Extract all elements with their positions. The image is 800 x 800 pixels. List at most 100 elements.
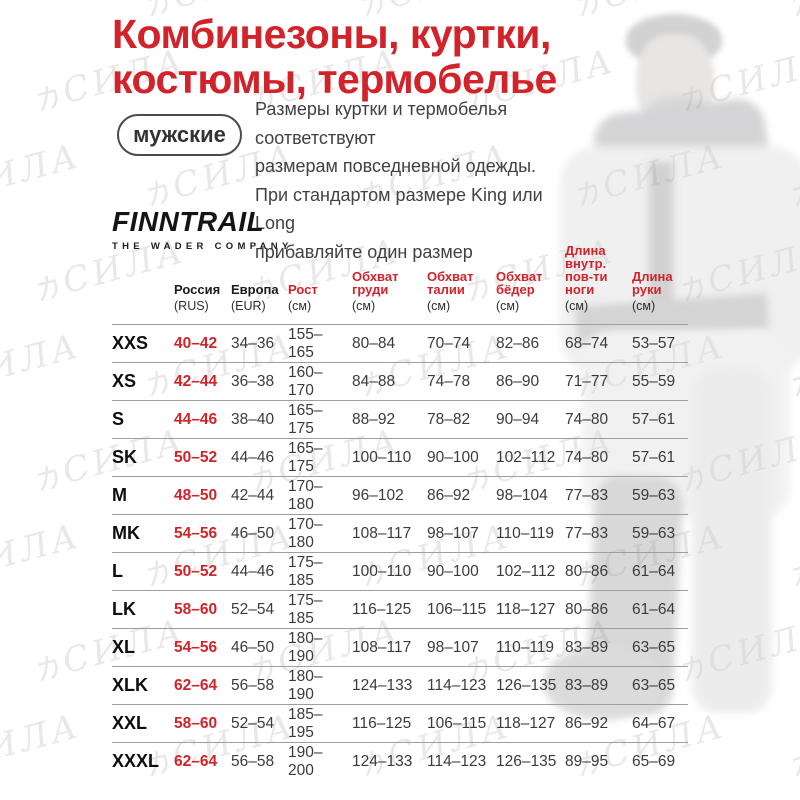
brand-name: FINNTRAIL bbox=[112, 206, 265, 237]
cell-rus: 44–46 bbox=[174, 410, 218, 428]
cell-inseam: 74–80 bbox=[565, 448, 609, 466]
cell-rus: 48–50 bbox=[174, 486, 218, 504]
table-row: L 50–52 44–46 175–185 100–110 90–100 102–112 80… bbox=[112, 552, 688, 590]
cell-size: XS bbox=[112, 371, 137, 391]
cell-size: XXS bbox=[112, 333, 149, 353]
cell-size: SK bbox=[112, 447, 138, 467]
cell-chest: 84–88 bbox=[352, 372, 396, 390]
cell-arm: 61–64 bbox=[632, 562, 676, 580]
cell-chest: 96–102 bbox=[352, 486, 404, 504]
cell-size: XXL bbox=[112, 713, 148, 733]
cell-hips: 82–86 bbox=[496, 334, 540, 352]
cell-waist: 70–74 bbox=[427, 334, 471, 352]
cell-chest: 100–110 bbox=[352, 562, 412, 580]
cell-chest: 108–117 bbox=[352, 524, 412, 542]
cell-rus: 42–44 bbox=[174, 372, 218, 390]
cell-chest: 100–110 bbox=[352, 448, 412, 466]
table-row: XXS 40–42 34–36 155–165 80–84 70–74 82–86 68–74… bbox=[112, 324, 688, 362]
cell-inseam: 80–86 bbox=[565, 600, 609, 618]
cell-arm: 57–61 bbox=[632, 410, 676, 428]
cell-size: MK bbox=[112, 523, 140, 543]
table-row: XS 42–44 36–38 160–170 84–88 74–78 86–90 71–77 5… bbox=[112, 362, 688, 400]
cell-rus: 58–60 bbox=[174, 600, 218, 618]
cell-waist: 98–107 bbox=[427, 638, 479, 656]
cell-size: M bbox=[112, 485, 127, 505]
table-row: XL 54–56 46–50 180–190 108–117 98–107 110–119 8… bbox=[112, 628, 688, 666]
cell-inseam: 83–89 bbox=[565, 676, 609, 694]
cell-rus: 58–60 bbox=[174, 714, 218, 732]
cell-eur: 38–40 bbox=[231, 410, 275, 428]
cell-arm: 63–65 bbox=[632, 638, 676, 656]
cell-height: 190–200 bbox=[288, 743, 323, 779]
cell-rus: 50–52 bbox=[174, 562, 218, 580]
cell-arm: 59–63 bbox=[632, 486, 676, 504]
cell-height: 180–190 bbox=[288, 667, 323, 703]
cell-eur: 34–36 bbox=[231, 334, 275, 352]
cell-chest: 116–125 bbox=[352, 600, 412, 618]
cell-hips: 118–127 bbox=[496, 714, 556, 732]
table-row: XXL 58–60 52–54 185–195 116–125 106–115 118–12… bbox=[112, 704, 688, 742]
cell-rus: 62–64 bbox=[174, 676, 218, 694]
cell-arm: 55–59 bbox=[632, 372, 676, 390]
size-table-header: Россия (RUS) Европа (EUR) Рост (см) Обхват гру… bbox=[112, 243, 688, 324]
table-row: SK 50–52 44–46 165–175 100–110 90–100 102–112 7… bbox=[112, 438, 688, 476]
cell-waist: 90–100 bbox=[427, 448, 479, 466]
cell-arm: 61–64 bbox=[632, 600, 676, 618]
cell-eur: 46–50 bbox=[231, 638, 275, 656]
cell-waist: 74–78 bbox=[427, 372, 471, 390]
size-table-body: XXS 40–42 34–36 155–165 80–84 70–74 82–86 68–74… bbox=[112, 324, 688, 780]
cell-waist: 98–107 bbox=[427, 524, 479, 542]
cell-waist: 78–82 bbox=[427, 410, 471, 428]
cell-height: 165–175 bbox=[288, 401, 323, 437]
cell-chest: 124–133 bbox=[352, 676, 413, 694]
column-header-size bbox=[112, 309, 174, 313]
cell-eur: 52–54 bbox=[231, 600, 275, 618]
size-note: Размеры куртки и термобелья соответствую… bbox=[255, 99, 543, 262]
cell-height: 155–165 bbox=[288, 325, 323, 361]
cell-waist: 106–115 bbox=[427, 600, 487, 618]
cell-height: 175–185 bbox=[288, 553, 323, 589]
cell-chest: 124–133 bbox=[352, 752, 413, 770]
cell-height: 180–190 bbox=[288, 629, 323, 665]
cell-inseam: 68–74 bbox=[565, 334, 609, 352]
cell-hips: 102–112 bbox=[496, 562, 556, 580]
cell-arm: 65–69 bbox=[632, 752, 676, 770]
cell-eur: 36–38 bbox=[231, 372, 275, 390]
cell-hips: 90–94 bbox=[496, 410, 540, 428]
table-row: M 48–50 42–44 170–180 96–102 86–92 98–104 77–83… bbox=[112, 476, 688, 514]
cell-waist: 106–115 bbox=[427, 714, 487, 732]
cell-hips: 110–119 bbox=[496, 638, 555, 656]
cell-height: 170–180 bbox=[288, 477, 323, 513]
cell-arm: 59–63 bbox=[632, 524, 676, 542]
column-header-inseam: Длина внутр. пов-ти ноги (см) bbox=[565, 243, 608, 313]
cell-hips: 110–119 bbox=[496, 524, 555, 542]
cell-inseam: 77–83 bbox=[565, 524, 609, 542]
gender-badge: мужские bbox=[117, 114, 242, 156]
cell-size: L bbox=[112, 561, 123, 581]
cell-hips: 86–90 bbox=[496, 372, 540, 390]
cell-eur: 42–44 bbox=[231, 486, 275, 504]
column-header-hips: Обхват бёдер (см) bbox=[496, 269, 543, 313]
cell-arm: 64–67 bbox=[632, 714, 676, 732]
cell-rus: 62–64 bbox=[174, 752, 218, 770]
cell-arm: 63–65 bbox=[632, 676, 676, 694]
table-row: S 44–46 38–40 165–175 88–92 78–82 90–94 74–80 57… bbox=[112, 400, 688, 438]
cell-height: 170–180 bbox=[288, 515, 323, 551]
cell-rus: 54–56 bbox=[174, 638, 218, 656]
cell-eur: 52–54 bbox=[231, 714, 275, 732]
cell-eur: 44–46 bbox=[231, 562, 275, 580]
cell-hips: 102–112 bbox=[496, 448, 556, 466]
table-row: MK 54–56 46–50 170–180 108–117 98–107 110–119 7… bbox=[112, 514, 688, 552]
column-header-eur: Европа (EUR) bbox=[231, 282, 279, 313]
cell-eur: 56–58 bbox=[231, 676, 275, 694]
cell-hips: 126–135 bbox=[496, 752, 557, 770]
cell-inseam: 80–86 bbox=[565, 562, 609, 580]
cell-inseam: 74–80 bbox=[565, 410, 609, 428]
cell-eur: 44–46 bbox=[231, 448, 275, 466]
cell-rus: 40–42 bbox=[174, 334, 218, 352]
table-row: LK 58–60 52–54 175–185 116–125 106–115 118–127… bbox=[112, 590, 688, 628]
brand-logo: FINNTRAIL THE WADER COMPANY bbox=[112, 206, 293, 252]
cell-height: 165–175 bbox=[288, 439, 323, 475]
